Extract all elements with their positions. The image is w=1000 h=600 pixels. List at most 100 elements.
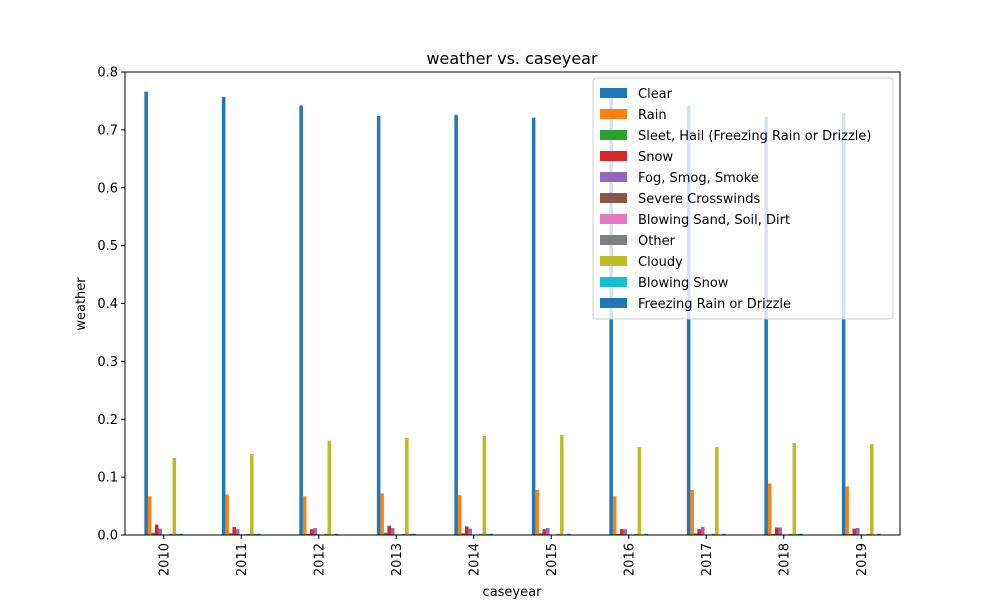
bar	[154, 524, 159, 535]
bar	[144, 91, 148, 536]
bar	[538, 533, 543, 535]
y-axis: 0.0 0.1 0.2 0.3 0.4 0.5 0.6 0.7 0.8	[97, 66, 125, 544]
bar	[612, 496, 617, 535]
bar	[309, 529, 314, 535]
bar	[257, 533, 261, 535]
bar	[855, 528, 860, 535]
bar	[302, 496, 307, 535]
legend-swatch	[600, 214, 627, 224]
bar	[870, 444, 874, 535]
bar	[176, 533, 180, 535]
bar	[686, 105, 691, 535]
bar	[387, 525, 391, 535]
bar	[841, 113, 846, 535]
legend-label: Rain	[638, 108, 667, 123]
x-tick-label: 2017	[700, 543, 715, 576]
bar	[767, 483, 772, 535]
x-tick-label: 2012	[312, 543, 327, 576]
bar	[158, 528, 162, 535]
bar	[221, 96, 226, 535]
bar	[334, 533, 339, 535]
chart-title: weather vs. caseyear	[426, 49, 598, 68]
legend-swatch	[600, 130, 627, 140]
bar	[778, 527, 782, 535]
y-tick-label: 0.6	[97, 181, 118, 196]
legend-label: Other	[638, 234, 676, 249]
bar	[531, 117, 536, 535]
bar	[235, 529, 240, 535]
bar	[637, 447, 642, 535]
legend-label: Severe Crosswinds	[638, 192, 761, 207]
bar	[711, 533, 716, 535]
bar	[299, 105, 303, 535]
bar	[324, 533, 328, 535]
legend-swatch	[600, 298, 627, 308]
bar	[179, 533, 184, 535]
bar	[327, 440, 332, 535]
x-axis-label: caseyear	[483, 585, 543, 600]
bar	[848, 533, 853, 535]
legend-label: Blowing Sand, Soil, Dirt	[638, 213, 790, 228]
bar	[693, 533, 698, 535]
bar	[313, 528, 317, 535]
y-tick-label: 0.3	[97, 355, 118, 370]
bar	[796, 533, 800, 535]
plot-frame	[124, 71, 901, 536]
bar	[306, 533, 310, 535]
bar	[771, 533, 775, 535]
bar	[489, 533, 494, 535]
bar	[479, 533, 483, 535]
bar	[147, 496, 152, 535]
bar	[464, 526, 469, 535]
legend-label: Freezing Rain or Drizzle	[638, 297, 791, 312]
x-tick-label: 2016	[622, 543, 637, 576]
bar	[380, 493, 384, 535]
bar	[461, 533, 465, 535]
bar	[792, 442, 797, 535]
bar	[390, 528, 395, 535]
legend-label: Cloudy	[638, 255, 683, 270]
bar	[545, 528, 550, 535]
bar	[616, 533, 620, 535]
bar	[232, 526, 236, 535]
y-tick-label: 0.2	[97, 413, 118, 428]
bar	[722, 533, 726, 535]
x-axis: 2010 2011 2012 2013 2014 2015 2016 2017 2018 2019	[157, 535, 870, 576]
bar	[560, 434, 564, 535]
bar	[877, 533, 881, 535]
bar	[169, 533, 173, 535]
bar	[468, 528, 472, 535]
bar	[623, 529, 627, 535]
bar	[619, 529, 624, 535]
y-tick-label: 0.0	[97, 529, 118, 544]
y-tick-label: 0.1	[97, 471, 118, 486]
bar	[567, 533, 571, 535]
bar	[690, 489, 694, 535]
legend-label: Sleet, Hail (Freezing Rain or Drizzle)	[638, 129, 871, 144]
bar	[250, 453, 254, 535]
bar	[401, 533, 406, 535]
legend-swatch	[600, 256, 627, 266]
bar	[715, 447, 719, 535]
bar	[852, 528, 856, 535]
legend-label: Snow	[638, 150, 673, 165]
bar	[412, 533, 416, 535]
bar	[405, 437, 409, 535]
x-tick-label: 2019	[855, 543, 870, 576]
bar	[866, 533, 871, 535]
legend: Clear Rain Sleet, Hail (Freezing Rain or D…	[592, 77, 894, 320]
bar	[253, 533, 258, 535]
bar	[486, 533, 490, 535]
legend-swatch	[600, 235, 627, 245]
legend-label: Clear	[638, 87, 673, 102]
bar	[774, 527, 779, 535]
legend-swatch	[600, 109, 627, 119]
bar	[151, 532, 155, 535]
bar	[172, 458, 177, 535]
bar	[246, 533, 251, 535]
bar	[376, 115, 381, 536]
legend-swatch	[600, 193, 627, 203]
bar	[697, 529, 701, 535]
bar	[482, 436, 487, 535]
bar	[454, 114, 458, 535]
